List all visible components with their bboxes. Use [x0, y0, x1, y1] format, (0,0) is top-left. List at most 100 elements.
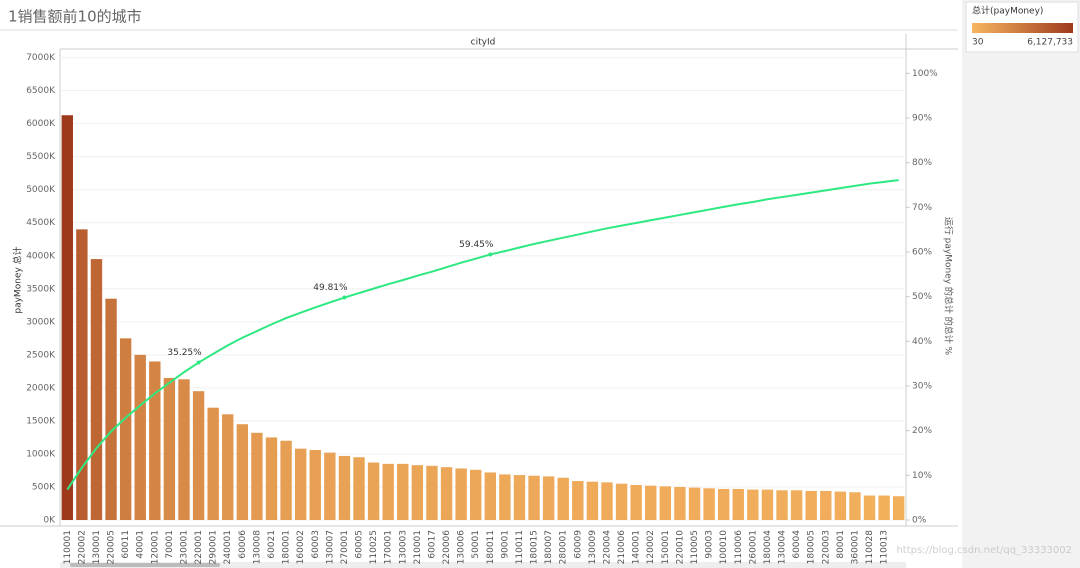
- legend-max: 6,127,733: [1027, 38, 1073, 48]
- bar: [309, 449, 321, 520]
- legend-gradient: [972, 23, 1073, 33]
- x-tick-label: 130009: [588, 530, 598, 565]
- bar: [178, 379, 190, 520]
- line-marker: [488, 252, 493, 257]
- y2-tick-label: 0%: [912, 516, 927, 526]
- bar: [163, 377, 176, 520]
- bar: [411, 465, 424, 520]
- y2-tick-label: 60%: [912, 248, 932, 258]
- bar: [119, 338, 132, 520]
- bar: [440, 467, 453, 520]
- bar: [338, 455, 351, 520]
- bar: [251, 432, 263, 520]
- y-tick-label: 6500K: [26, 86, 56, 96]
- y-tick-label: 1000K: [26, 449, 56, 459]
- scrollbar-thumb[interactable]: [70, 563, 220, 567]
- bar: [134, 354, 146, 520]
- x-tick-label: 130004: [778, 530, 788, 565]
- x-tick-label: 180004: [763, 530, 773, 565]
- bar: [849, 492, 861, 520]
- x-tick-label: 110005: [690, 530, 700, 564]
- x-tick-label: 220001: [194, 530, 204, 564]
- bar: [659, 486, 672, 520]
- x-tick-label: 180005: [807, 530, 817, 564]
- bar: [776, 490, 788, 520]
- y-tick-label: 4500K: [26, 218, 56, 228]
- x-tick-label: 100010: [719, 530, 729, 565]
- x-tick-label: 170001: [384, 530, 394, 564]
- bar: [645, 485, 657, 520]
- bar: [397, 463, 409, 520]
- bar: [878, 495, 890, 520]
- y-axis-title: payMoney 总计: [12, 246, 24, 313]
- x-tick-label: 60017: [427, 530, 437, 559]
- y-tick-label: 2000K: [26, 383, 56, 393]
- bar: [717, 488, 730, 520]
- bar: [528, 475, 540, 520]
- bar: [513, 475, 526, 520]
- x-tick-label: 130007: [325, 530, 335, 564]
- y-tick-label: 3000K: [26, 317, 56, 327]
- bar: [630, 484, 642, 520]
- y2-tick-label: 90%: [912, 114, 932, 124]
- y-tick-label: 1500K: [26, 416, 56, 426]
- y2-tick-label: 40%: [912, 337, 932, 347]
- bar: [572, 481, 584, 520]
- x-tick-label: 180007: [544, 530, 554, 564]
- x-tick-label: 140001: [632, 530, 642, 564]
- y2-tick-label: 50%: [912, 292, 932, 302]
- bar: [280, 440, 292, 520]
- y-tick-label: 2500K: [26, 350, 56, 360]
- x-tick-label: 220004: [602, 530, 612, 565]
- x-tick-label: 60003: [311, 530, 321, 559]
- bar: [674, 486, 686, 520]
- x-tick-label: 120002: [646, 530, 656, 564]
- y2-tick-label: 20%: [912, 426, 932, 436]
- x-tick-label: 110006: [734, 530, 744, 565]
- chart-title: 1销售额前10的城市: [8, 8, 142, 26]
- y-tick-label: 4000K: [26, 251, 56, 261]
- bar: [367, 462, 380, 520]
- line-marker: [196, 360, 201, 365]
- x-tick-label: 210006: [617, 530, 627, 565]
- x-tick-label: 240001: [223, 530, 233, 564]
- bar: [149, 361, 161, 520]
- bar: [863, 495, 876, 520]
- x-tick-label: 220003: [821, 530, 831, 564]
- bar: [61, 115, 73, 520]
- bar: [761, 489, 774, 520]
- legend-title: 总计(payMoney): [972, 5, 1043, 17]
- x-tick-label: 90001: [500, 530, 510, 559]
- bar: [207, 407, 219, 520]
- bar: [192, 391, 205, 520]
- bar: [76, 229, 88, 520]
- x-tick-label: 60004: [792, 530, 802, 559]
- x-tick-label: 360001: [850, 530, 860, 564]
- x-tick-label: 60009: [573, 530, 583, 559]
- x-tick-label: 260001: [748, 530, 758, 564]
- y-tick-label: 5000K: [26, 185, 56, 195]
- scrollbar-track[interactable]: [60, 562, 906, 568]
- bar: [805, 490, 817, 520]
- y-tick-label: 6000K: [26, 119, 56, 129]
- x-tick-label: 230001: [179, 530, 189, 564]
- y-tick-label: 5500K: [26, 152, 56, 162]
- bar: [615, 483, 628, 520]
- x-tick-label: 50001: [471, 530, 481, 559]
- bar: [732, 488, 744, 520]
- x-tick-label: 210001: [413, 530, 423, 564]
- bar: [236, 424, 249, 520]
- bar: [455, 468, 467, 520]
- value-label: 35.25%: [167, 348, 202, 358]
- bar: [586, 481, 599, 520]
- x-tick-label: 220010: [675, 530, 685, 565]
- x-tick-label: 110025: [369, 530, 379, 564]
- x-tick-label: 220006: [442, 530, 452, 565]
- x-tick-label: 110028: [865, 530, 875, 565]
- header: cityId: [471, 38, 496, 48]
- x-tick-label: 110001: [63, 530, 73, 564]
- bar: [90, 259, 103, 520]
- bar: [557, 477, 569, 520]
- x-tick-label: 220002: [77, 530, 87, 564]
